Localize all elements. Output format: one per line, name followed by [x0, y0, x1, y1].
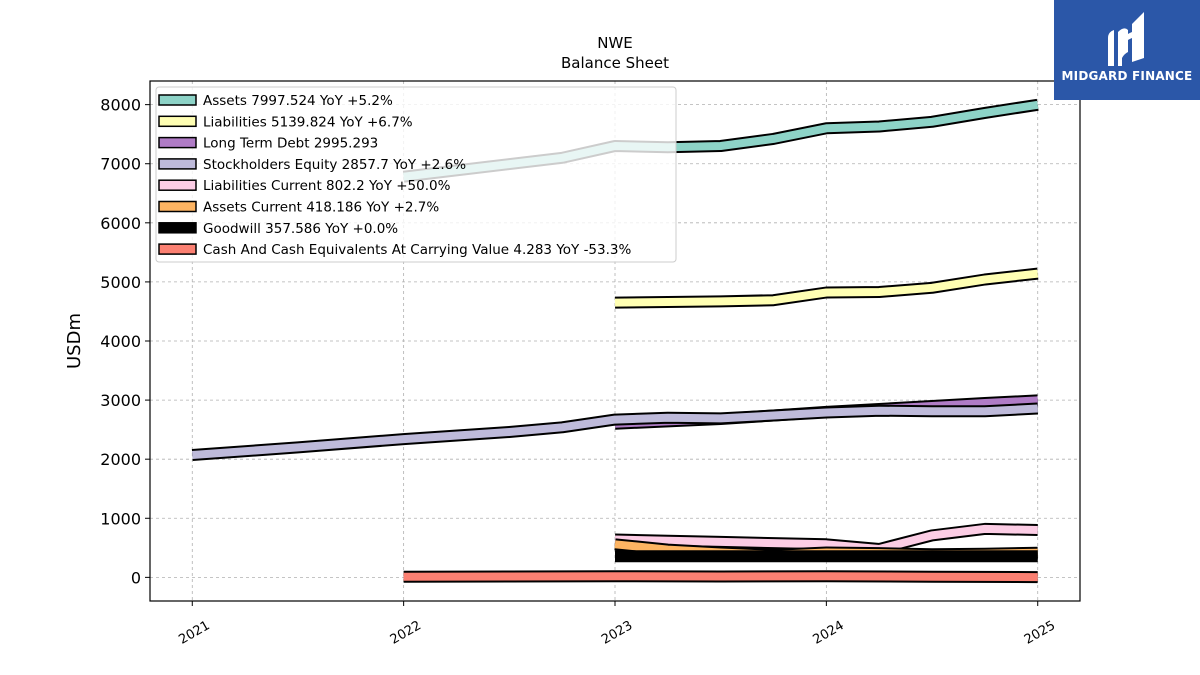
y-tick-label: 2000 — [100, 450, 141, 469]
legend-entry: Assets 7997.524 YoY +5.2% — [203, 93, 393, 109]
legend: Assets 7997.524 YoY +5.2% Liabilities 513… — [155, 86, 677, 263]
x-tick-label: 2025 — [1022, 618, 1058, 648]
y-tick-label: 4000 — [100, 332, 141, 351]
legend-box — [155, 86, 677, 263]
legend-entry: Goodwill 357.586 YoY +0.0% — [203, 221, 398, 237]
y-tick-label: 0 — [131, 568, 141, 587]
y-tick-label: 1000 — [100, 509, 141, 528]
legend-entry: Liabilities 5139.824 YoY +6.7% — [203, 114, 413, 130]
legend-entry: Cash And Cash Equivalents At Carrying Va… — [203, 242, 631, 258]
legend-entry: Assets Current 418.186 YoY +2.7% — [203, 200, 439, 216]
midgard-finance-logo: MIDGARD FINANCE — [1054, 0, 1200, 100]
series-line — [614, 524, 1038, 553]
midgard-logo-icon — [1108, 12, 1144, 66]
legend-entry: Liabilities Current 802.2 YoY +50.0% — [203, 178, 451, 194]
legend-swatch — [158, 222, 197, 234]
series-line — [403, 572, 1038, 582]
y-tick-label: 5000 — [100, 273, 141, 292]
series-cash-and-cash-equivalents-at-carrying-value — [403, 570, 1038, 584]
y-tick-label: 8000 — [100, 96, 141, 115]
logo-text: MIDGARD FINANCE — [1061, 69, 1193, 83]
x-tick-label: 2024 — [811, 618, 847, 648]
x-tick-label: 2021 — [176, 618, 212, 648]
legend-entry: Stockholders Equity 2857.7 YoY +2.6% — [203, 157, 466, 173]
legend-swatch — [158, 94, 197, 106]
y-tick-label: 6000 — [100, 214, 141, 233]
y-tick-label: 7000 — [100, 155, 141, 174]
y-tick-label: 3000 — [100, 391, 141, 410]
legend-swatch — [158, 136, 197, 149]
series-stockholders-equity — [191, 402, 1039, 461]
chart-subtitle: Balance Sheet — [561, 54, 669, 72]
series-liabilities-current — [614, 522, 1038, 555]
legend-swatch — [158, 179, 197, 191]
series-line — [192, 404, 1038, 459]
series-line — [614, 269, 1039, 307]
legend-swatch — [158, 158, 197, 170]
series-liabilities — [614, 267, 1039, 309]
chart-title: NWE — [597, 34, 633, 52]
y-axis-label: USDm — [64, 313, 85, 369]
x-tick-label: 2022 — [388, 618, 424, 648]
legend-swatch — [158, 115, 197, 128]
x-tick-label: 2023 — [599, 618, 635, 648]
legend-swatch — [158, 200, 197, 213]
legend-entry: Long Term Debt 2995.293 — [203, 136, 378, 152]
legend-swatch — [158, 243, 197, 255]
